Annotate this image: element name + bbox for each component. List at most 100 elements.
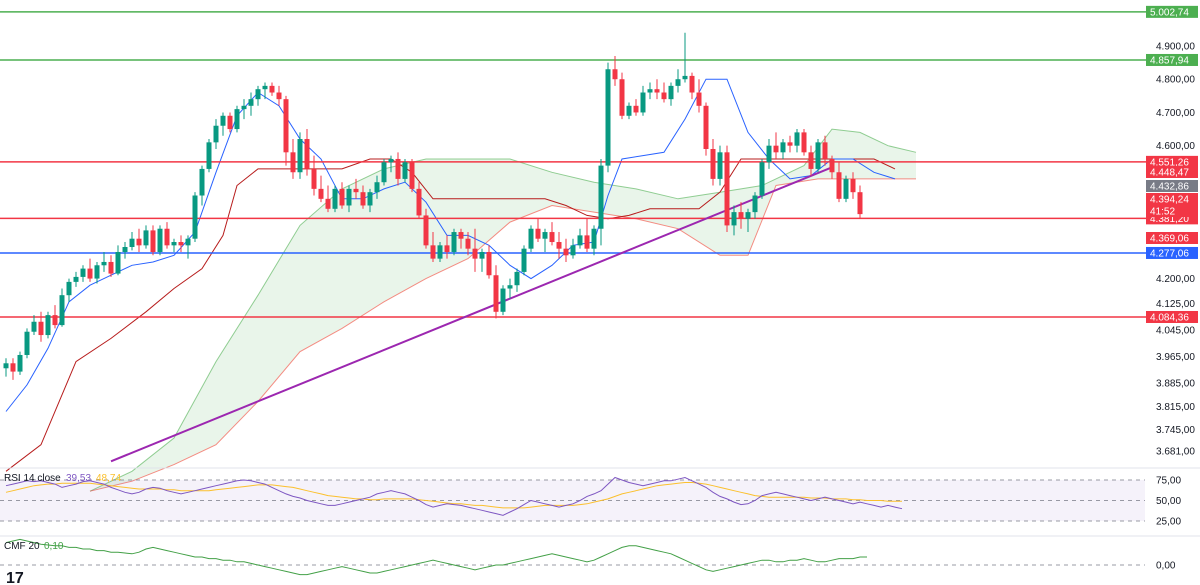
cloud-segment bbox=[209, 361, 216, 449]
rsi-ma-line bbox=[5, 482, 902, 509]
cloud-segment bbox=[307, 213, 314, 348]
candle-body bbox=[612, 69, 618, 80]
candle-body bbox=[738, 212, 744, 219]
cloud-segment bbox=[363, 175, 370, 316]
level-tag-bg-1 bbox=[1146, 53, 1198, 66]
candle-body bbox=[311, 168, 317, 189]
candle-body bbox=[178, 242, 184, 246]
cloud-segment bbox=[468, 158, 475, 259]
candle-body bbox=[822, 142, 828, 159]
candle-body bbox=[458, 232, 464, 239]
candle-body bbox=[542, 232, 548, 239]
candle-body bbox=[801, 132, 807, 153]
cloud-segment bbox=[132, 465, 139, 482]
candle-body bbox=[843, 178, 849, 199]
cloud-segment bbox=[531, 165, 538, 214]
candle-body bbox=[528, 228, 534, 249]
candlesticks bbox=[3, 32, 863, 380]
candle-body bbox=[766, 145, 772, 163]
candle-body bbox=[696, 92, 702, 106]
cloud-segment bbox=[657, 193, 664, 226]
cloud-segment bbox=[230, 328, 237, 431]
cloud-segment bbox=[741, 187, 748, 256]
y-tick-label-8: 3.965,00 bbox=[1156, 352, 1195, 363]
y-tick-label-9: 3.885,00 bbox=[1156, 379, 1195, 390]
tradingview-logo: 17 bbox=[6, 570, 24, 585]
rsi-tick-label-0: 75,00 bbox=[1156, 476, 1181, 487]
candle-body bbox=[570, 245, 576, 256]
candle-body bbox=[73, 276, 79, 282]
cloud-segment bbox=[475, 158, 482, 253]
candle-body bbox=[213, 125, 219, 143]
cloud-segment bbox=[503, 158, 510, 229]
level-tag-label-2: 4.551,26 bbox=[1150, 157, 1189, 168]
candle-body bbox=[717, 152, 723, 179]
price-tag-bg-4 bbox=[1146, 232, 1198, 244]
y-tick-label-6: 4.125,00 bbox=[1156, 299, 1195, 310]
price-tag-label-3: 41:52 bbox=[1150, 207, 1175, 218]
candle-body bbox=[66, 281, 72, 296]
candle-body bbox=[829, 158, 835, 173]
trendline-line[interactable] bbox=[110, 166, 833, 463]
candle-body bbox=[339, 188, 345, 206]
price-tag-label-0: 4.448,47 bbox=[1150, 168, 1189, 179]
price-tag-bg-2 bbox=[1146, 193, 1198, 205]
level-tag-bg-0 bbox=[1146, 5, 1198, 18]
cloud-segment bbox=[881, 142, 888, 179]
candle-body bbox=[773, 145, 779, 153]
cloud-segment bbox=[216, 350, 223, 445]
y-tick-label-12: 3.681,00 bbox=[1156, 447, 1195, 458]
candle-body bbox=[556, 242, 562, 249]
candle-body bbox=[171, 242, 177, 246]
cloud-segment bbox=[566, 175, 573, 209]
candle-body bbox=[563, 248, 569, 256]
candle-body bbox=[108, 261, 114, 274]
candle-body bbox=[17, 354, 23, 372]
candle-body bbox=[269, 85, 275, 93]
cloud-segment bbox=[678, 197, 685, 234]
level-tag-label-0: 5.002,74 bbox=[1150, 7, 1189, 18]
price-tag-bg-3 bbox=[1146, 205, 1198, 217]
cloud-segment bbox=[321, 201, 328, 341]
candle-body bbox=[353, 188, 359, 193]
rsi-line bbox=[5, 476, 903, 516]
rsi-value: 39,53 bbox=[66, 473, 91, 484]
candle-body bbox=[255, 89, 261, 100]
cloud-segment bbox=[713, 192, 720, 256]
cloud-segment bbox=[272, 260, 279, 385]
trendline[interactable] bbox=[110, 166, 833, 463]
cloud-segment bbox=[195, 387, 202, 455]
cloud-segment bbox=[286, 237, 293, 369]
candle-body bbox=[647, 89, 653, 93]
cloud-segment bbox=[146, 454, 153, 476]
y-tick-label-5: 4.200,00 bbox=[1156, 274, 1195, 285]
candle-body bbox=[626, 105, 632, 116]
price-tag-bg-1 bbox=[1146, 180, 1198, 192]
cmf-value: 0,10 bbox=[44, 541, 64, 552]
cloud-segment bbox=[405, 162, 412, 291]
cloud-segment bbox=[489, 158, 496, 241]
rsi-tick-label-1: 50,00 bbox=[1156, 496, 1181, 507]
cloud-segment bbox=[335, 188, 342, 333]
candle-body bbox=[290, 152, 296, 173]
cloud-segment bbox=[370, 172, 377, 311]
cloud-segment bbox=[356, 178, 363, 320]
candle-body bbox=[605, 69, 611, 166]
candle-body bbox=[164, 228, 170, 246]
candle-body bbox=[451, 232, 457, 252]
cloud-segment bbox=[391, 165, 398, 298]
cloud-segment bbox=[153, 449, 160, 473]
cmf-pane[interactable]: 0,00 CMF 20 0,10 bbox=[0, 535, 1200, 576]
y-tick-label-11: 3.745,00 bbox=[1156, 425, 1195, 436]
cloud-segment bbox=[293, 225, 300, 360]
cloud-segment bbox=[895, 147, 902, 179]
level-tag-label-5: 4.084,36 bbox=[1150, 312, 1189, 323]
rsi-pane[interactable]: 75,00 50,00 25,00 RSI 14 close 39,53 48,74 bbox=[0, 467, 1200, 528]
cloud-segment bbox=[167, 438, 174, 468]
cloud-segment bbox=[783, 172, 790, 185]
y-tick-label-10: 3.815,00 bbox=[1156, 402, 1195, 413]
candle-body bbox=[514, 271, 520, 286]
candle-body bbox=[395, 158, 401, 179]
cloud-segment bbox=[790, 168, 797, 184]
